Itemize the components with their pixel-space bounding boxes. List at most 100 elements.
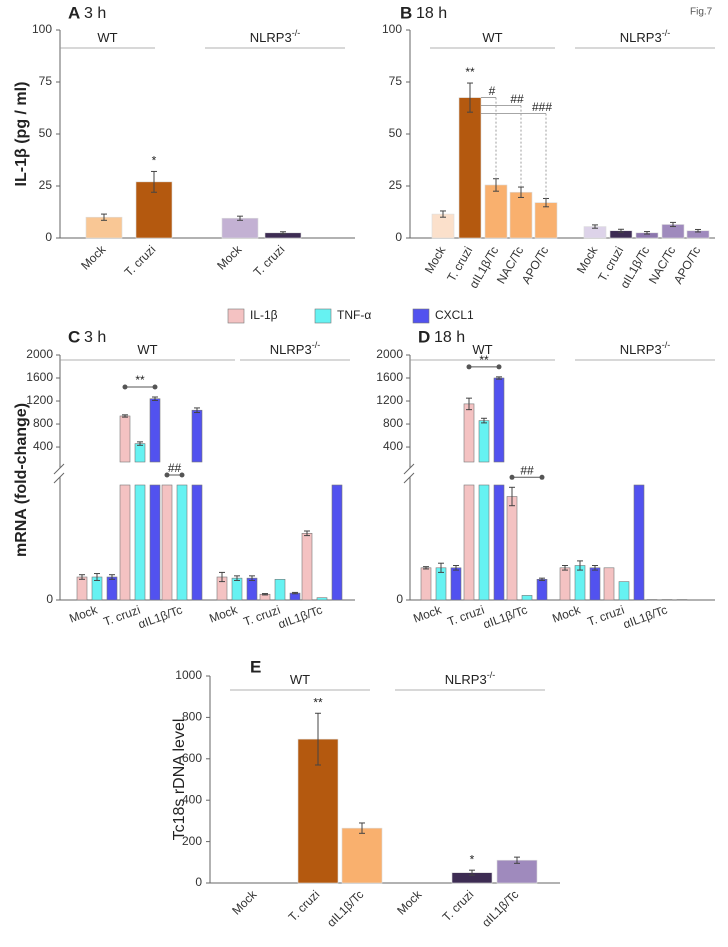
group-label: WT [472, 342, 492, 357]
bracket-label: ** [479, 353, 489, 367]
bracket-label: ## [510, 92, 524, 106]
figure-note: Fig.7 [690, 7, 713, 18]
bar [463, 484, 475, 601]
bracket-end [122, 384, 128, 390]
group-sup: -/- [662, 28, 671, 38]
bar [231, 577, 243, 601]
x-tick-label: αIL1β/Tc [481, 603, 529, 632]
panel-label: B [400, 3, 412, 22]
x-tick-label: T. cruzi [286, 887, 323, 924]
y-tick-label: 25 [39, 178, 53, 192]
bar [458, 97, 482, 239]
y-axis-label: mRNA (fold-change) [13, 403, 30, 557]
group-sup: -/- [487, 670, 496, 680]
panel-title: 18 h [434, 329, 465, 346]
group-label: WT [97, 30, 117, 45]
x-tick-label: Mock [78, 242, 109, 273]
y-tick-label: 800 [383, 416, 403, 430]
axis-break [53, 463, 65, 475]
bracket-end [152, 384, 158, 390]
bar [603, 567, 615, 601]
x-tick-label: αIL1β/Tc [621, 603, 669, 632]
y-axis-label: IL-1β (pg / ml) [13, 82, 30, 187]
bracket-end [466, 364, 472, 370]
bracket-label: ** [135, 373, 145, 387]
bar-upper [493, 377, 505, 463]
y-tick-label: 1000 [175, 668, 202, 682]
legend-swatch [314, 308, 332, 324]
bar-upper [119, 415, 131, 463]
significance: * [152, 154, 157, 168]
y-tick-label: 100 [32, 22, 52, 36]
x-tick-label: αIL1β/Tc [276, 603, 324, 632]
bar [493, 484, 505, 601]
x-tick-label: Mock [411, 602, 444, 625]
bar [119, 484, 131, 601]
axis-break [53, 472, 65, 484]
y-tick-label: 1600 [26, 370, 53, 384]
legend-label: CXCL1 [435, 308, 474, 322]
bar [618, 581, 630, 601]
significance: ** [465, 65, 475, 79]
y-tick-label: 0 [396, 592, 403, 606]
bar [420, 567, 432, 601]
x-tick-label: T. cruzi [122, 242, 159, 279]
panel-title: 3 h [84, 329, 106, 346]
bracket-end [179, 472, 185, 478]
bracket-label: ## [168, 461, 182, 475]
y-tick-label: 0 [46, 592, 53, 606]
x-tick-label: T. cruzi [251, 242, 288, 279]
y-tick-label: 800 [33, 416, 53, 430]
bar [191, 484, 203, 601]
bar [274, 578, 286, 601]
bar [134, 484, 146, 601]
bar-upper [191, 409, 203, 463]
bar [221, 217, 259, 239]
group-label: WT [290, 672, 310, 687]
bar-upper [463, 403, 475, 463]
y-tick-label: 100 [382, 22, 402, 36]
group-label: NLRP3-/- [445, 670, 495, 687]
bar [76, 576, 88, 601]
group-label: NLRP3-/- [620, 28, 670, 45]
group-name: WT [97, 30, 117, 45]
x-tick-label: T. cruzi [440, 887, 477, 924]
group-name: NLRP3 [445, 672, 487, 687]
group-name: WT [290, 672, 310, 687]
x-tick-label: Mock [574, 243, 601, 276]
y-tick-label: 400 [33, 439, 53, 453]
y-tick-label: 25 [389, 178, 403, 192]
y-tick-label: 1200 [26, 393, 53, 407]
bar-upper [478, 420, 490, 463]
panel-label: D [418, 327, 430, 346]
bar [633, 484, 645, 601]
group-label: WT [482, 30, 502, 45]
bracket-label: ### [532, 100, 552, 114]
y-tick-label: 0 [195, 875, 202, 889]
y-tick-label: 1200 [376, 393, 403, 407]
bar [478, 484, 490, 601]
x-tick-label: Mock [229, 887, 260, 918]
y-tick-label: 2000 [26, 347, 53, 361]
x-tick-label: αIL1β/Tc [136, 603, 184, 632]
bar [521, 595, 533, 601]
y-tick-label: 400 [383, 439, 403, 453]
bracket-label: # [489, 84, 496, 98]
x-tick-label: T. cruzi [586, 603, 627, 629]
x-tick-label: T. cruzi [242, 603, 283, 629]
significance: * [470, 852, 475, 866]
bar [450, 567, 462, 601]
group-label: NLRP3-/- [270, 340, 320, 357]
panel-title: 3 h [84, 5, 106, 22]
group-label: NLRP3-/- [250, 28, 300, 45]
bar-upper [134, 443, 146, 463]
x-tick-label: Mock [550, 602, 583, 625]
bar [106, 576, 118, 601]
bar [536, 578, 548, 601]
bar [534, 202, 558, 239]
y-tick-label: 0 [45, 230, 52, 244]
bar [509, 191, 533, 239]
bar [484, 184, 508, 239]
x-tick-label: Mock [207, 602, 240, 625]
